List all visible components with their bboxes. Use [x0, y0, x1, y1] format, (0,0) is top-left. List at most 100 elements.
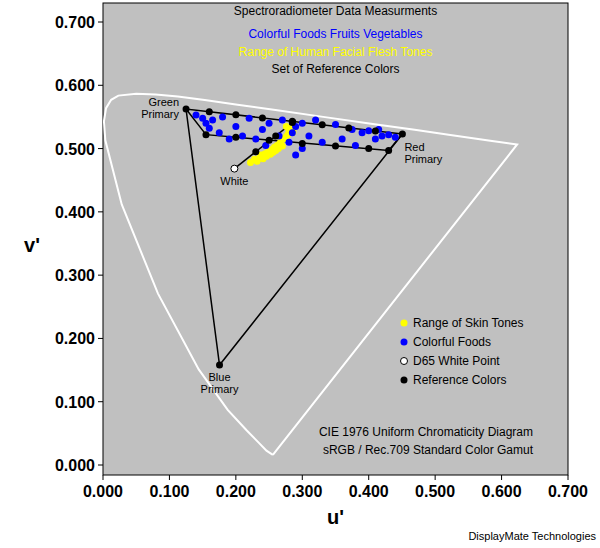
legend: Range of Skin Tones Colorful Foods D65 Whi…	[401, 316, 524, 387]
point	[292, 151, 299, 158]
y-tick	[98, 148, 103, 149]
x-tick	[501, 475, 502, 480]
point	[372, 136, 379, 143]
annotation: White	[220, 175, 248, 187]
point	[365, 127, 372, 134]
point	[319, 121, 326, 128]
x-tick-label: 0.200	[216, 483, 256, 500]
point	[259, 126, 266, 133]
annotation-line: Green	[148, 96, 179, 108]
x-tick-label: 0.300	[282, 483, 322, 500]
point	[365, 145, 372, 152]
subtitle: Colorful Foods Fruits Vegetables	[248, 27, 422, 41]
annotation-line: Blue	[209, 371, 231, 383]
subtitle: Range of Human Facial Flesh Tones	[239, 45, 433, 59]
point	[279, 117, 286, 124]
point	[279, 143, 286, 150]
point	[209, 117, 216, 124]
y-tick-label: 0.500	[55, 141, 95, 158]
x-tick-label: 0.500	[415, 483, 455, 500]
point	[206, 108, 213, 115]
legend-label: Colorful Foods	[413, 335, 491, 349]
y-tick	[98, 211, 103, 212]
point	[216, 129, 223, 136]
point	[392, 134, 399, 141]
point	[339, 136, 346, 143]
x-tick	[568, 475, 569, 480]
point	[283, 123, 290, 130]
x-tick-label: 0.700	[548, 483, 588, 500]
annotation-line: Primary	[404, 153, 442, 165]
point	[289, 119, 296, 126]
marks	[104, 94, 517, 455]
point	[352, 142, 359, 149]
line	[234, 120, 295, 169]
x-tick	[235, 475, 236, 480]
y-tick-label: 0.000	[55, 457, 95, 474]
point	[399, 131, 406, 138]
point	[359, 129, 366, 136]
point	[183, 106, 190, 113]
x-tick	[435, 475, 436, 480]
point	[299, 120, 306, 127]
point	[345, 124, 352, 131]
point	[385, 147, 392, 154]
chart: 0.000 0.100 0.200 0.300 0.400 0.500 0.600 0.700…	[0, 0, 600, 548]
y-tick	[98, 465, 103, 466]
x-tick-label: 0.000	[83, 483, 123, 500]
point	[252, 136, 259, 143]
y-tick	[98, 338, 103, 339]
point	[299, 140, 306, 147]
legend-marker	[401, 339, 408, 346]
point	[266, 120, 273, 127]
background	[0, 0, 600, 548]
y-tick-label: 0.400	[55, 204, 95, 221]
point	[289, 129, 296, 136]
x-tick	[302, 475, 303, 480]
line	[186, 109, 402, 365]
legend-label: D65 White Point	[413, 354, 500, 368]
plot-area	[103, 3, 568, 475]
line	[186, 109, 402, 150]
y-axis-label: v'	[24, 234, 40, 256]
note: sRGB / Rec.709 Standard Color Gamut	[323, 443, 534, 457]
annotation: RedPrimary	[404, 141, 442, 165]
title: Spectroradiometer Data Measurments	[234, 4, 437, 18]
y-tick-label: 0.300	[55, 267, 95, 284]
point	[239, 132, 246, 139]
point	[246, 115, 253, 122]
x-tick-label: 0.600	[482, 483, 522, 500]
annotation-line: Primary	[201, 383, 239, 395]
point	[332, 121, 339, 128]
x-tick	[169, 475, 170, 480]
x-tick	[103, 475, 104, 480]
annotation: BluePrimary	[201, 371, 239, 395]
legend-label: Range of Skin Tones	[413, 316, 524, 330]
line	[104, 94, 517, 455]
x-tick-label: 0.100	[149, 483, 189, 500]
point	[206, 125, 213, 132]
point	[232, 134, 239, 141]
point	[252, 148, 259, 155]
x-axis-label: u'	[327, 506, 344, 528]
annotation: GreenPrimary	[141, 96, 179, 120]
y-tick	[98, 22, 103, 23]
point	[372, 127, 379, 134]
y-tick-label: 0.200	[55, 330, 95, 347]
note: CIE 1976 Uniform Chromaticity Diagram	[319, 425, 533, 439]
x-tick-label: 0.400	[349, 483, 389, 500]
x-tick	[368, 475, 369, 480]
point	[312, 117, 319, 124]
y-tick	[98, 85, 103, 86]
point	[385, 131, 392, 138]
source: DisplayMate Technologies	[468, 530, 596, 542]
annotation-line: Red	[404, 141, 424, 153]
point	[193, 112, 200, 119]
legend-marker	[401, 358, 408, 365]
y-tick	[98, 275, 103, 276]
point	[266, 137, 273, 144]
legend-label: Reference Colors	[413, 373, 506, 387]
y-tick	[98, 401, 103, 402]
point	[305, 132, 312, 139]
point	[216, 362, 223, 369]
